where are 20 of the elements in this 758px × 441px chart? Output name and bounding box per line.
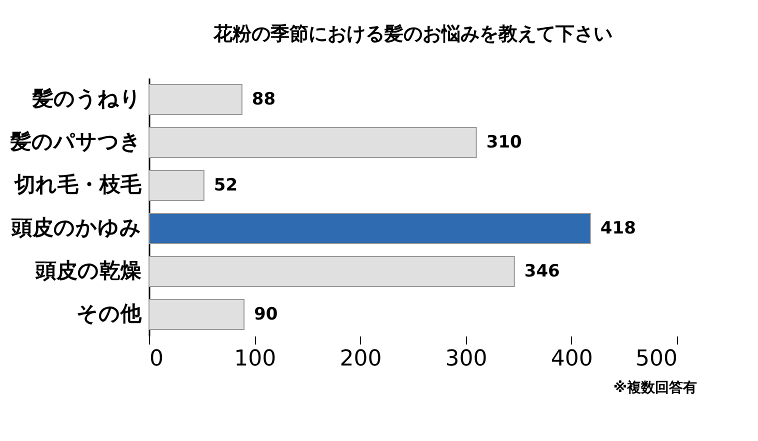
data-label: 310	[486, 132, 522, 152]
x-tick-label: 300	[445, 346, 488, 372]
x-tick-label: 100	[234, 346, 276, 372]
data-label: 346	[524, 262, 560, 282]
x-tick-label: 0	[150, 346, 164, 372]
data-label: 52	[214, 176, 238, 196]
y-tick-label: 髪のパサつき	[10, 130, 142, 154]
y-tick-label: 切れ毛・枝毛	[14, 172, 142, 196]
y-tick-label: その他	[76, 302, 142, 326]
x-tick-label: 200	[340, 346, 382, 372]
y-tick-label: 頭皮の乾燥	[34, 258, 142, 282]
text: ※複数回答有	[613, 379, 697, 396]
x-tick-label: 500	[636, 346, 678, 372]
y-tick-label: 頭皮のかゆみ	[10, 216, 142, 240]
chart-title: 花粉の季節における髪のお悩みを教えて下さい	[212, 23, 612, 45]
y-tick-label: 髪のうねり	[32, 86, 142, 110]
x-tick-label: 400	[550, 346, 593, 372]
data-label: 88	[252, 90, 276, 110]
data-label: 90	[254, 304, 278, 324]
data-label: 418	[600, 218, 636, 238]
